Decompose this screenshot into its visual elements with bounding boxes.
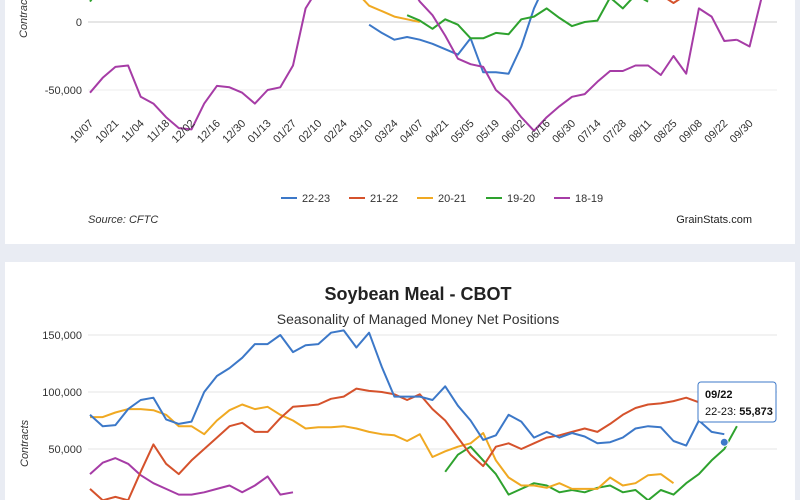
top-x-tick-label: 08/11: [627, 118, 654, 145]
legend-label: 18-19: [575, 193, 603, 205]
top-x-tick-label: 03/24: [373, 118, 401, 146]
legend-item-19-20[interactable]: 19-20: [486, 193, 535, 205]
bottom-tooltip: 09/22 22-23: 55,873: [697, 381, 777, 447]
top-y-axis-title: Contracts: [18, 0, 30, 38]
tooltip-value-line: 22-23: 55,873: [705, 406, 773, 418]
top-x-tick-label: 04/21: [423, 118, 451, 146]
top-x-tick-label: 04/07: [398, 118, 426, 146]
bottom-chart-subtitle: Seasonality of Managed Money Net Positio…: [277, 311, 560, 327]
top-y-ticks: 0 -50,000: [45, 17, 82, 97]
top-x-tick-label: 10/07: [68, 118, 96, 146]
legend-label: 20-21: [438, 193, 466, 205]
bottom-y-tick-label: 100,000: [42, 387, 82, 399]
top-series-line-20-21[interactable]: [344, 0, 421, 23]
top-x-tick-label: 06/16: [525, 118, 553, 146]
top-x-tick-label: 05/19: [474, 118, 502, 146]
top-chart-panel: Contracts 0 -50,000 10/07 10/21 11/04 11/18 1…: [5, 0, 795, 244]
legend-label: 19-20: [507, 193, 535, 205]
top-series-line-18-19[interactable]: [736, 0, 763, 48]
top-x-tick-label: 12/16: [195, 118, 223, 146]
top-x-tick-label: 06/02: [499, 118, 527, 146]
bottom-gridlines: [88, 334, 777, 450]
bottom-series-line-21-22[interactable]: [89, 387, 700, 500]
bottom-y-tick-label: 150,000: [42, 330, 82, 342]
legend-item-22-23[interactable]: 22-23: [281, 193, 330, 205]
bottom-series-line-22-23[interactable]: [89, 329, 725, 447]
top-x-tick-label: 05/05: [449, 118, 477, 146]
top-y-tick-label: 0: [76, 17, 82, 29]
top-series-line-21-22[interactable]: [648, 0, 686, 4]
top-x-tick-label: 03/10: [347, 118, 375, 146]
top-x-tick-label: 11/18: [145, 118, 172, 145]
tooltip-box: [697, 381, 777, 423]
top-series-line-19-20[interactable]: [89, 0, 128, 3]
top-x-tick-label: 09/22: [702, 118, 730, 146]
top-x-tick-label: 11/04: [119, 118, 146, 145]
top-chart-svg: Contracts 0-50,000 10/0710/2111/0411/181…: [18, 0, 777, 226]
top-x-tick-label: 08/25: [652, 118, 680, 146]
bottom-y-ticks: 150,000 100,000 50,000: [42, 330, 82, 456]
legend-item-18-19[interactable]: 18-19: [554, 193, 603, 205]
top-x-tick-label: 07/14: [576, 118, 604, 146]
top-x-tick-label: 09/30: [728, 118, 756, 146]
legend-label: 21-22: [370, 193, 398, 205]
bottom-chart-panel: Soybean Meal - CBOT Seasonality of Manag…: [5, 262, 795, 500]
legend-label: 22-23: [302, 193, 330, 205]
tooltip-value: 55,873: [739, 406, 773, 418]
top-series-line-19-20[interactable]: [406, 0, 649, 40]
bottom-series-line-18-19[interactable]: [89, 457, 294, 496]
top-x-tick-label: 12/30: [220, 118, 248, 146]
bottom-chart-svg: Soybean Meal - CBOT Seasonality of Manag…: [19, 284, 777, 500]
top-x-tick-label: 12/02: [170, 118, 198, 146]
top-x-tick-label: 07/28: [601, 118, 629, 146]
top-series-group: [89, 0, 763, 132]
bottom-y-tick-label: 50,000: [48, 444, 82, 456]
legend-item-20-21[interactable]: 20-21: [417, 193, 466, 205]
top-source-label: Source: CFTC: [88, 214, 158, 226]
top-x-tick-label: 09/08: [677, 118, 705, 146]
top-legend[interactable]: 22-23 21-22 20-21 19-20 18-19: [281, 193, 603, 205]
top-brand-label[interactable]: GrainStats.com: [676, 214, 752, 226]
legend-item-21-22[interactable]: 21-22: [349, 193, 398, 205]
top-series-line-18-19[interactable]: [89, 0, 738, 132]
top-x-tick-label: 01/13: [246, 118, 274, 146]
tooltip-date: 09/22: [705, 389, 733, 401]
top-x-tick-label: 02/10: [297, 118, 325, 146]
bottom-series-group: [89, 329, 738, 500]
bottom-chart-title: Soybean Meal - CBOT: [324, 284, 511, 304]
top-x-tick-label: 06/30: [550, 118, 578, 146]
tooltip-point-marker[interactable]: [719, 437, 729, 447]
top-x-tick-label: 10/21: [94, 118, 122, 146]
top-y-tick-label: -50,000: [45, 85, 82, 97]
top-x-tick-label: 01/27: [271, 118, 299, 146]
bottom-y-axis-title: Contracts: [19, 419, 31, 467]
bottom-series-line-19-20[interactable]: [444, 425, 738, 500]
top-x-tick-label: 02/24: [322, 118, 350, 146]
top-plot-area: [88, 0, 777, 132]
tooltip-series-label: 22-23:: [705, 406, 739, 418]
bottom-series-line-20-21[interactable]: [90, 403, 675, 490]
